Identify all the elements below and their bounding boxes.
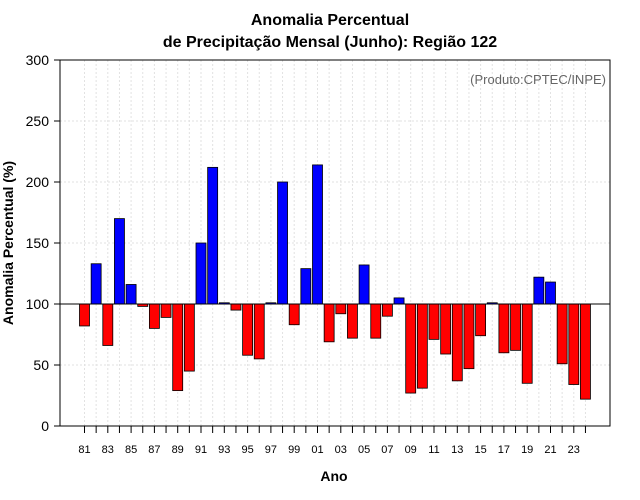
x-tick-label-09: 09 [405,444,417,456]
bar-84 [114,218,125,305]
bar-12 [440,303,452,355]
x-tick-label-07: 07 [381,444,393,456]
bar-08 [393,297,405,305]
x-tick-label-89: 89 [172,444,184,456]
x-tick-label-93: 93 [218,444,230,456]
bars [79,164,591,400]
y-axis-title: Anomalia Percentual (%) [0,161,16,325]
bar-21 [545,281,556,305]
bar-88 [160,303,172,318]
bar-87 [148,303,160,329]
bar-96 [253,303,265,360]
bar-07 [381,303,393,317]
x-tick-label-97: 97 [265,444,277,456]
bar-90 [183,303,195,372]
y-tick-label-200: 200 [26,174,50,190]
bar-92 [207,166,219,305]
y-tick-label-50: 50 [33,357,49,373]
y-tick-label-150: 150 [26,235,50,251]
y-tick-label-100: 100 [26,296,50,312]
bar-13 [451,303,463,382]
bar-99 [288,303,300,326]
bar-01 [312,164,323,305]
gridlines [60,59,610,427]
y-tick-label-250: 250 [26,113,50,129]
x-tick-label-91: 91 [195,444,207,456]
bar-89 [172,303,184,392]
x-tick-label-17: 17 [498,444,510,456]
bar-98 [277,181,288,305]
bar-03 [335,303,347,315]
chart-title-line1: Anomalia Percentual [251,12,409,29]
x-tick-label-11: 11 [428,444,439,456]
x-tick-label-99: 99 [288,444,300,456]
x-tick-label-15: 15 [474,444,486,456]
x-axis-title: Ano [320,468,347,484]
bar-09 [405,303,417,394]
bar-11 [428,303,440,340]
bar-91 [195,242,207,305]
bar-94 [230,303,242,311]
bar-02 [323,303,335,343]
x-tick-label-03: 03 [335,444,347,456]
bar-06 [370,303,382,339]
bar-23 [568,303,580,385]
bar-04 [347,303,358,339]
bar-82 [90,263,102,305]
x-axis: 81 83 85 87 89 91 93 95 97 99 01 03 05 07 09 11 13 15 17 19… [78,426,586,456]
bar-15 [475,303,487,337]
bar-24 [580,303,591,400]
y-tick-label-0: 0 [41,418,49,434]
chart-title-line2: de Precipitação Mensal (Junho): Região 1… [163,34,497,51]
x-tick-label-85: 85 [125,444,137,456]
bar-18 [510,303,521,351]
bar-00 [300,268,312,305]
bar-95 [242,303,254,356]
bar-20 [533,276,545,305]
bar-05 [358,264,370,305]
bar-17 [498,303,510,354]
bar-83 [102,303,114,346]
x-tick-label-83: 83 [102,444,114,456]
y-tick-label-300: 300 [26,52,50,68]
bar-10 [416,303,428,389]
x-tick-label-87: 87 [148,444,160,456]
x-tick-label-23: 23 [568,444,580,456]
bar-22 [556,303,568,365]
x-tick-label-13: 13 [451,444,463,456]
x-tick-label-95: 95 [241,444,253,456]
bar-85 [125,284,137,305]
x-tick-label-05: 05 [358,444,370,456]
bar-19 [521,303,533,384]
y-axis: 0 50 100 150 200 250 300 [26,52,60,434]
x-tick-label-81: 81 [78,444,90,456]
x-tick-label-19: 19 [521,444,533,456]
credit-label: (Produto:CPTEC/INPE) [470,72,606,87]
bar-14 [463,303,475,370]
x-tick-label-01: 01 [311,444,323,456]
x-tick-label-21: 21 [544,444,556,456]
bar-81 [79,303,90,327]
